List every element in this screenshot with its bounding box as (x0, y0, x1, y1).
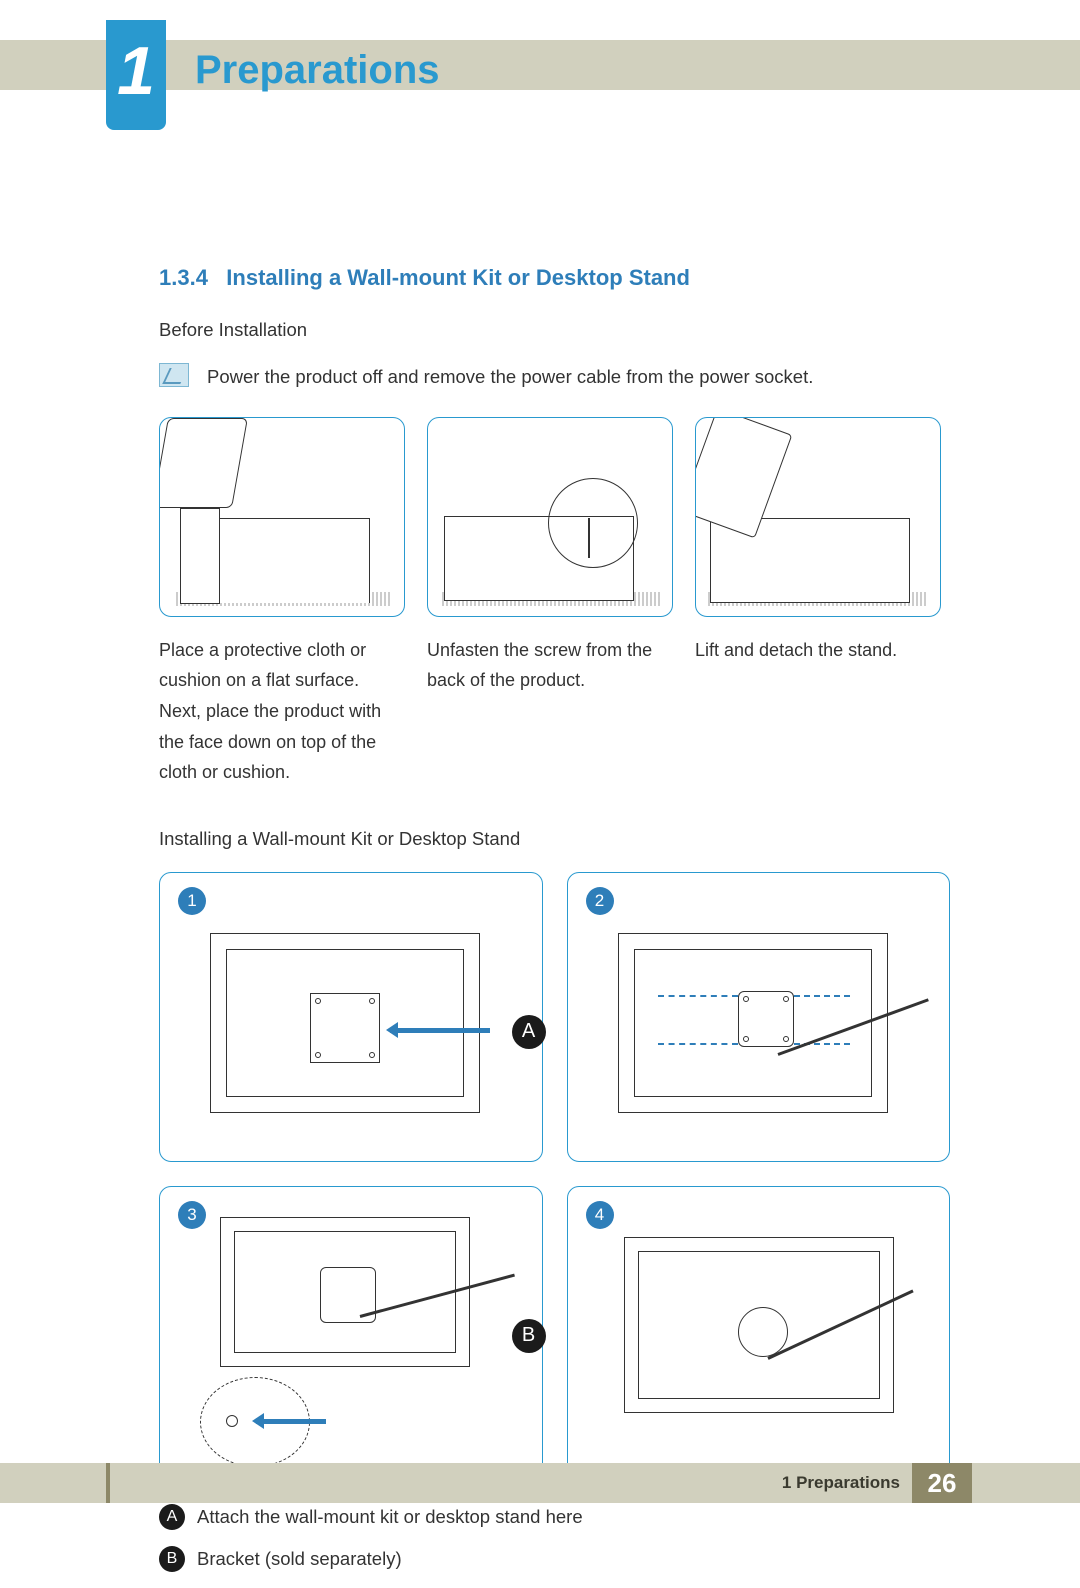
chapter-title: Preparations (195, 48, 440, 93)
chapter-number: 1 (117, 37, 155, 105)
letter-B-badge: B (512, 1319, 546, 1353)
legend-list: A Attach the wall-mount kit or desktop s… (159, 1504, 950, 1572)
legend-text-B: Bracket (sold separately) (197, 1548, 402, 1570)
diagram-row-1 (159, 417, 950, 617)
legend-dot-B: B (159, 1546, 185, 1572)
footer-bar: 1 Preparations 26 (0, 1463, 1080, 1503)
legend-text-A: Attach the wall-mount kit or desktop sta… (197, 1506, 583, 1528)
chapter-badge: 1 (106, 20, 166, 130)
note-row: Power the product off and remove the pow… (159, 363, 950, 391)
step-number-4: 4 (586, 1201, 614, 1229)
step-number-3: 3 (178, 1201, 206, 1229)
before-install-label: Before Installation (159, 319, 950, 341)
diagram-grid: 1 A 2 (159, 872, 950, 1476)
footer-page: 26 (912, 1463, 972, 1503)
legend-item-B: B Bracket (sold separately) (159, 1546, 950, 1572)
legend-item-A: A Attach the wall-mount kit or desktop s… (159, 1504, 950, 1530)
step-number-2: 2 (586, 887, 614, 915)
footer-label: 1 Preparations (782, 1473, 900, 1493)
install-label: Installing a Wall-mount Kit or Desktop S… (159, 828, 950, 850)
diagram-step-4: 4 (567, 1186, 951, 1476)
diagram-prep-1 (159, 417, 405, 617)
diagram-step-2: 2 (567, 872, 951, 1162)
footer-left-strip (106, 1463, 110, 1503)
caption-1: Place a protective cloth or cushion on a… (159, 635, 405, 788)
note-text: Power the product off and remove the pow… (207, 363, 813, 391)
note-icon (159, 363, 189, 387)
diagram-step-3: 3 B (159, 1186, 543, 1476)
caption-3: Lift and detach the stand. (695, 635, 941, 788)
step-number-1: 1 (178, 887, 206, 915)
caption-2: Unfasten the screw from the back of the … (427, 635, 673, 788)
caption-row: Place a protective cloth or cushion on a… (159, 635, 950, 788)
diagram-step-1: 1 A (159, 872, 543, 1162)
section-heading: 1.3.4 Installing a Wall-mount Kit or Des… (159, 265, 950, 291)
diagram-prep-3 (695, 417, 941, 617)
legend-dot-A: A (159, 1504, 185, 1530)
page-content: 1.3.4 Installing a Wall-mount Kit or Des… (159, 265, 950, 1588)
section-title: Installing a Wall-mount Kit or Desktop S… (226, 265, 690, 290)
diagram-prep-2 (427, 417, 673, 617)
letter-A-badge: A (512, 1015, 546, 1049)
section-number: 1.3.4 (159, 265, 208, 290)
